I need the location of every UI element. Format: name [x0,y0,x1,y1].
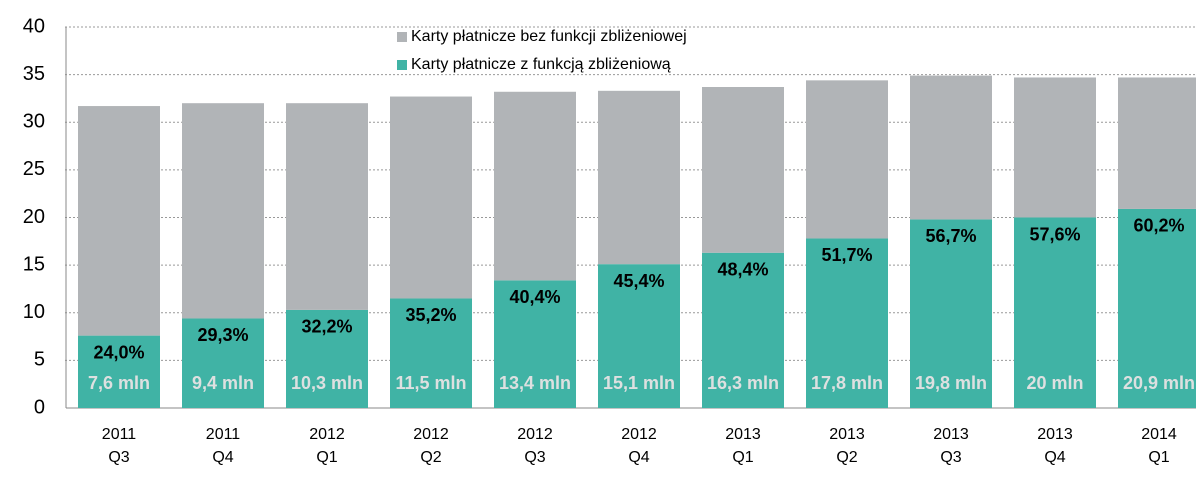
bar-segment [494,91,576,281]
bar-segment [1118,77,1196,209]
share-label: 57,6% [1029,224,1080,244]
y-tick-label: 35 [23,63,45,85]
x-tick-label: 2012 [413,426,449,443]
legend-label: Karty płatnicze bez funkcji zbliżeniowej [411,28,687,45]
legend-swatch [397,32,407,42]
share-label: 35,2% [405,305,456,325]
share-label: 32,2% [301,317,352,337]
bar-segment [182,103,264,319]
x-tick-label: Q4 [1044,449,1065,466]
legend-label: Karty płatnicze z funkcją zbliżeniową [411,56,671,73]
share-label: 48,4% [717,259,768,279]
y-tick-label: 5 [34,349,45,371]
x-tick-label: Q3 [524,449,545,466]
bar-segment [1014,217,1096,408]
x-tick-label: 2014 [1141,426,1177,443]
value-label: 17,8 mln [811,373,883,393]
x-tick-label: 2013 [933,426,969,443]
x-tick-label: 2011 [102,426,137,443]
x-tick-label: 2011 [206,426,241,443]
bar-segment [702,252,784,408]
value-label: 15,1 mln [603,373,675,393]
bar-segment [286,103,368,310]
share-label: 56,7% [925,226,976,246]
y-tick-label: 10 [23,301,45,323]
x-tick-label: 2013 [725,426,761,443]
x-tick-label: 2012 [309,426,345,443]
x-tick-label: 2012 [517,426,553,443]
legend-swatch [397,60,407,70]
y-tick-label: 15 [23,253,45,275]
x-tick-label: Q1 [1148,449,1169,466]
bar-segment [494,280,576,408]
bar-segment [78,106,160,336]
x-tick-label: Q1 [732,449,753,466]
x-tick-label: Q3 [940,449,961,466]
share-label: 60,2% [1133,216,1184,236]
value-label: 10,3 mln [291,373,363,393]
value-label: 7,6 mln [88,373,150,393]
value-label: 20 mln [1026,373,1083,393]
x-tick-label: Q1 [316,449,337,466]
x-tick-label: Q4 [212,449,233,466]
bar-segment [910,75,992,220]
share-label: 29,3% [197,325,248,345]
bar-segment [78,335,160,408]
x-tick-label: Q3 [108,449,129,466]
value-label: 16,3 mln [707,373,779,393]
bar-segment [1118,208,1196,408]
bar-segment [390,96,472,299]
value-label: 9,4 mln [192,373,254,393]
bar-segment [390,298,472,408]
bar-segment [598,264,680,408]
y-tick-label: 25 [23,158,45,180]
x-tick-label: Q2 [420,449,441,466]
bar-segment [286,309,368,408]
x-tick-label: 2013 [1037,426,1073,443]
bar-segment [806,238,888,408]
x-tick-label: Q2 [836,449,857,466]
share-label: 45,4% [613,271,664,291]
bar-segment [806,80,888,239]
y-tick-label: 0 [34,396,45,418]
x-tick-label: 2012 [621,426,657,443]
x-tick-label: 2013 [829,426,865,443]
bar-segment [702,87,784,253]
y-tick-label: 30 [23,111,45,133]
bar-segment [910,219,992,408]
value-label: 11,5 mln [395,373,466,393]
share-label: 24,0% [93,342,144,362]
value-label: 13,4 mln [499,373,571,393]
value-label: 20,9 mln [1123,373,1195,393]
bar-segment [598,90,680,265]
value-label: 19,8 mln [915,373,987,393]
y-tick-label: 40 [23,15,45,37]
bar-segment [182,318,264,408]
x-tick-label: Q4 [628,449,649,466]
share-label: 40,4% [509,287,560,307]
y-tick-label: 20 [23,206,45,228]
bar-segment [1014,77,1096,218]
share-label: 51,7% [821,245,872,265]
